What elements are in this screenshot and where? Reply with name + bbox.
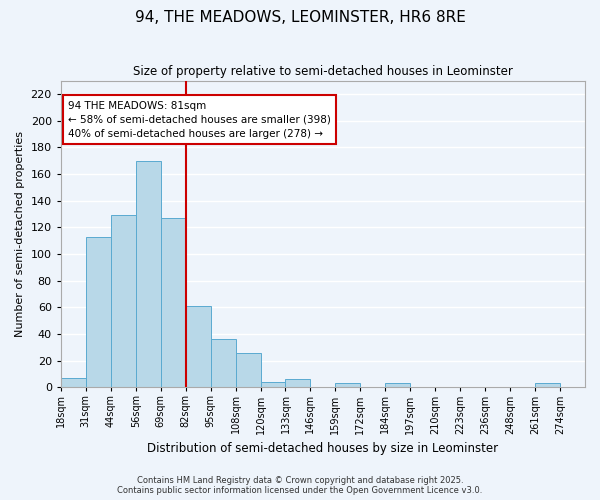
Bar (535, 384, 560, 388)
Bar (385, 384, 410, 388)
X-axis label: Distribution of semi-detached houses by size in Leominster: Distribution of semi-detached houses by … (148, 442, 499, 455)
Bar (260, 382, 286, 388)
Bar (86, 236, 111, 388)
Bar (286, 380, 310, 388)
Bar (211, 340, 236, 388)
Text: Contains HM Land Registry data © Crown copyright and database right 2025.
Contai: Contains HM Land Registry data © Crown c… (118, 476, 482, 495)
Y-axis label: Number of semi-detached properties: Number of semi-detached properties (15, 131, 25, 337)
Title: Size of property relative to semi-detached houses in Leominster: Size of property relative to semi-detach… (133, 65, 513, 78)
Text: 94 THE MEADOWS: 81sqm
← 58% of semi-detached houses are smaller (398)
40% of sem: 94 THE MEADOWS: 81sqm ← 58% of semi-deta… (68, 100, 331, 138)
Bar (185, 306, 211, 388)
Text: 94, THE MEADOWS, LEOMINSTER, HR6 8RE: 94, THE MEADOWS, LEOMINSTER, HR6 8RE (134, 10, 466, 25)
Bar (335, 384, 361, 388)
Bar (111, 216, 136, 388)
Bar (161, 218, 185, 388)
Bar (136, 160, 161, 388)
Bar (236, 352, 260, 388)
Bar (61, 378, 86, 388)
